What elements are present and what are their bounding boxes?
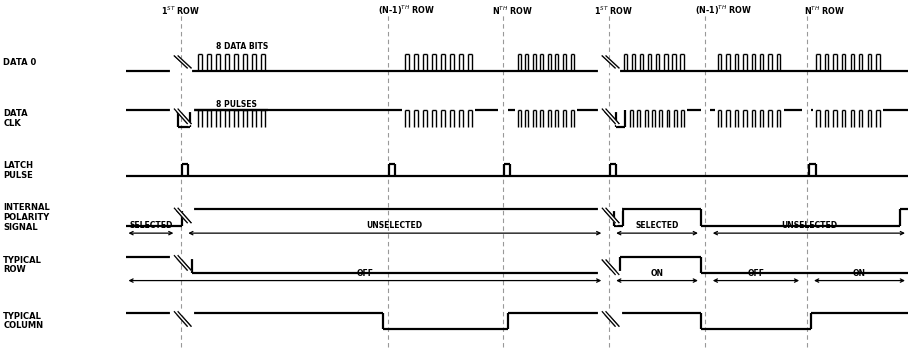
Text: N$^{TH}$ ROW: N$^{TH}$ ROW — [492, 5, 533, 17]
Text: 1$^{ST}$ ROW: 1$^{ST}$ ROW — [162, 5, 200, 17]
Text: 8 DATA BITS: 8 DATA BITS — [216, 42, 268, 51]
Text: LATCH
PULSE: LATCH PULSE — [3, 161, 33, 180]
Text: (N-1)$^{TH}$ ROW: (N-1)$^{TH}$ ROW — [695, 4, 752, 17]
Text: OFF: OFF — [748, 268, 764, 277]
Text: SELECTED: SELECTED — [635, 221, 678, 230]
Text: ON: ON — [853, 268, 866, 277]
Text: DATA
CLK: DATA CLK — [3, 109, 28, 128]
Text: 1$^{ST}$ ROW: 1$^{ST}$ ROW — [593, 5, 633, 17]
Text: DATA 0: DATA 0 — [3, 58, 37, 67]
Text: SELECTED: SELECTED — [129, 221, 173, 230]
Text: INTERNAL
POLARITY
SIGNAL: INTERNAL POLARITY SIGNAL — [3, 203, 50, 232]
Text: 8 PULSES: 8 PULSES — [216, 100, 257, 109]
Text: ON: ON — [651, 268, 664, 277]
Text: (N-1)$^{TH}$ ROW: (N-1)$^{TH}$ ROW — [378, 4, 435, 17]
Text: N$^{TH}$ ROW: N$^{TH}$ ROW — [805, 5, 845, 17]
Text: UNSELECTED: UNSELECTED — [366, 221, 423, 230]
Text: TYPICAL
COLUMN: TYPICAL COLUMN — [3, 312, 43, 331]
Text: UNSELECTED: UNSELECTED — [781, 221, 837, 230]
Text: OFF: OFF — [356, 268, 374, 277]
Text: TYPICAL
ROW: TYPICAL ROW — [3, 256, 42, 275]
